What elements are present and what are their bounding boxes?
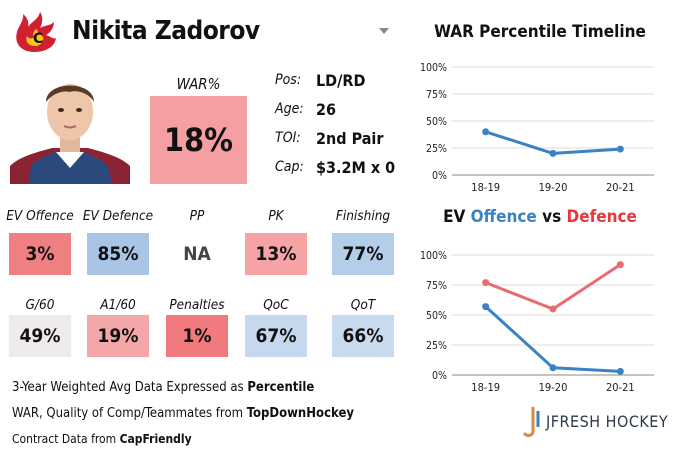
- metric-label: EV Offence: [6, 208, 74, 224]
- war-label: WAR%: [176, 75, 221, 93]
- metric-value: 67%: [245, 315, 307, 357]
- series-line: [485, 263, 622, 311]
- chart2-title-part-defence: Defence: [566, 207, 637, 227]
- metric-value: 19%: [87, 315, 149, 357]
- data-point: [616, 367, 624, 375]
- y-tick-label: 50%: [426, 310, 447, 322]
- war-value: 18%: [164, 121, 233, 159]
- war-timeline-chart: 100% 75% 50% 25% 0% 18-19 19-20 20-21: [420, 62, 654, 194]
- chart2-title-part-offence: Offence: [470, 207, 537, 227]
- footer-line-3-bold: CapFriendly: [119, 432, 192, 446]
- bio-value: 2nd Pair: [316, 129, 384, 148]
- data-point: [549, 149, 557, 157]
- x-tick-label: 19-20: [539, 181, 568, 194]
- metric-value: 3%: [9, 233, 71, 275]
- metric-label: Finishing: [335, 208, 391, 224]
- y-tick-label: 100%: [420, 62, 447, 74]
- footer-line-3-text: Contract Data from: [12, 432, 120, 446]
- chart2-title-part-ev: EV: [443, 207, 471, 227]
- metric-label: QoT: [350, 297, 376, 313]
- y-tick-label: 0%: [432, 370, 447, 382]
- x-tick-label: 18-19: [471, 381, 500, 394]
- chart1-title: WAR Percentile Timeline: [434, 22, 646, 42]
- y-tick-label: 75%: [426, 89, 447, 101]
- footer-line-1: 3-Year Weighted Avg Data Expressed as Pe…: [12, 380, 314, 395]
- data-point: [482, 128, 490, 136]
- bio-value: LD/RD: [316, 71, 366, 90]
- bio-value: 26: [316, 100, 337, 119]
- metric-label: QoC: [263, 297, 289, 313]
- y-tick-label: 75%: [426, 280, 447, 292]
- data-point: [549, 305, 557, 313]
- y-tick-label: 25%: [426, 143, 447, 155]
- war-value-box: 18%: [150, 96, 247, 184]
- data-point: [616, 145, 624, 153]
- x-tick-label: 20-21: [606, 381, 635, 394]
- data-point: [482, 279, 490, 287]
- metric-value: 77%: [332, 233, 394, 275]
- svg-text:C: C: [33, 31, 43, 47]
- brand-name: JFRESH HOCKEY: [546, 412, 669, 431]
- metric-label: PP: [189, 208, 205, 224]
- footer-line-1-text: 3-Year Weighted Avg Data Expressed as: [12, 380, 248, 395]
- metric-value: 13%: [245, 233, 307, 275]
- chevron-down-icon[interactable]: [379, 28, 389, 34]
- data-point: [482, 303, 490, 311]
- y-tick-label: 25%: [426, 340, 447, 352]
- ev-offence-defence-chart: 100% 75% 50% 25% 0% 18-19 19-20 20-21: [420, 250, 654, 394]
- y-tick-label: 100%: [420, 250, 447, 262]
- metric-label: A1/60: [100, 297, 136, 313]
- metric-value: 66%: [332, 315, 394, 357]
- chart2-title-part-vs: vs: [536, 207, 567, 227]
- player-photo: [10, 84, 130, 184]
- x-tick-label: 20-21: [606, 181, 635, 194]
- footer-line-1-bold: Percentile: [247, 380, 315, 395]
- chart2-title: EV Offence vs Defence: [400, 207, 680, 227]
- metric-label: PK: [268, 208, 284, 224]
- bio-label: Pos:: [275, 72, 302, 88]
- data-point: [616, 261, 624, 269]
- series-line: [484, 305, 621, 373]
- footer-line-2-text: WAR, Quality of Comp/Teammates from: [12, 406, 247, 421]
- metric-value: 49%: [9, 315, 71, 357]
- data-point: [549, 364, 557, 372]
- brand-logo-icon: [522, 407, 540, 437]
- metric-value: 1%: [166, 315, 228, 357]
- footer-line-2: WAR, Quality of Comp/Teammates from TopD…: [12, 406, 354, 421]
- x-tick-label: 19-20: [539, 381, 568, 394]
- bio-label: TOI:: [275, 130, 301, 146]
- y-tick-label: 50%: [426, 116, 447, 128]
- metric-label: EV Defence: [82, 208, 154, 224]
- y-tick-label: 0%: [432, 170, 447, 182]
- footer-line-3: Contract Data from CapFriendly: [12, 432, 192, 446]
- bio-label: Cap:: [275, 159, 304, 175]
- footer-line-2-bold: TopDownHockey: [246, 406, 355, 421]
- metric-value: 85%: [87, 233, 149, 275]
- x-tick-label: 18-19: [471, 181, 500, 194]
- bio-value: $3.2M x 0: [316, 158, 396, 177]
- metric-label: G/60: [25, 297, 55, 313]
- flames-logo: C: [16, 12, 56, 52]
- metric-label: Penalties: [169, 297, 225, 313]
- bio-label: Age:: [275, 101, 304, 117]
- player-name: Nikita Zadorov: [72, 16, 260, 46]
- metric-value: NA: [166, 233, 228, 275]
